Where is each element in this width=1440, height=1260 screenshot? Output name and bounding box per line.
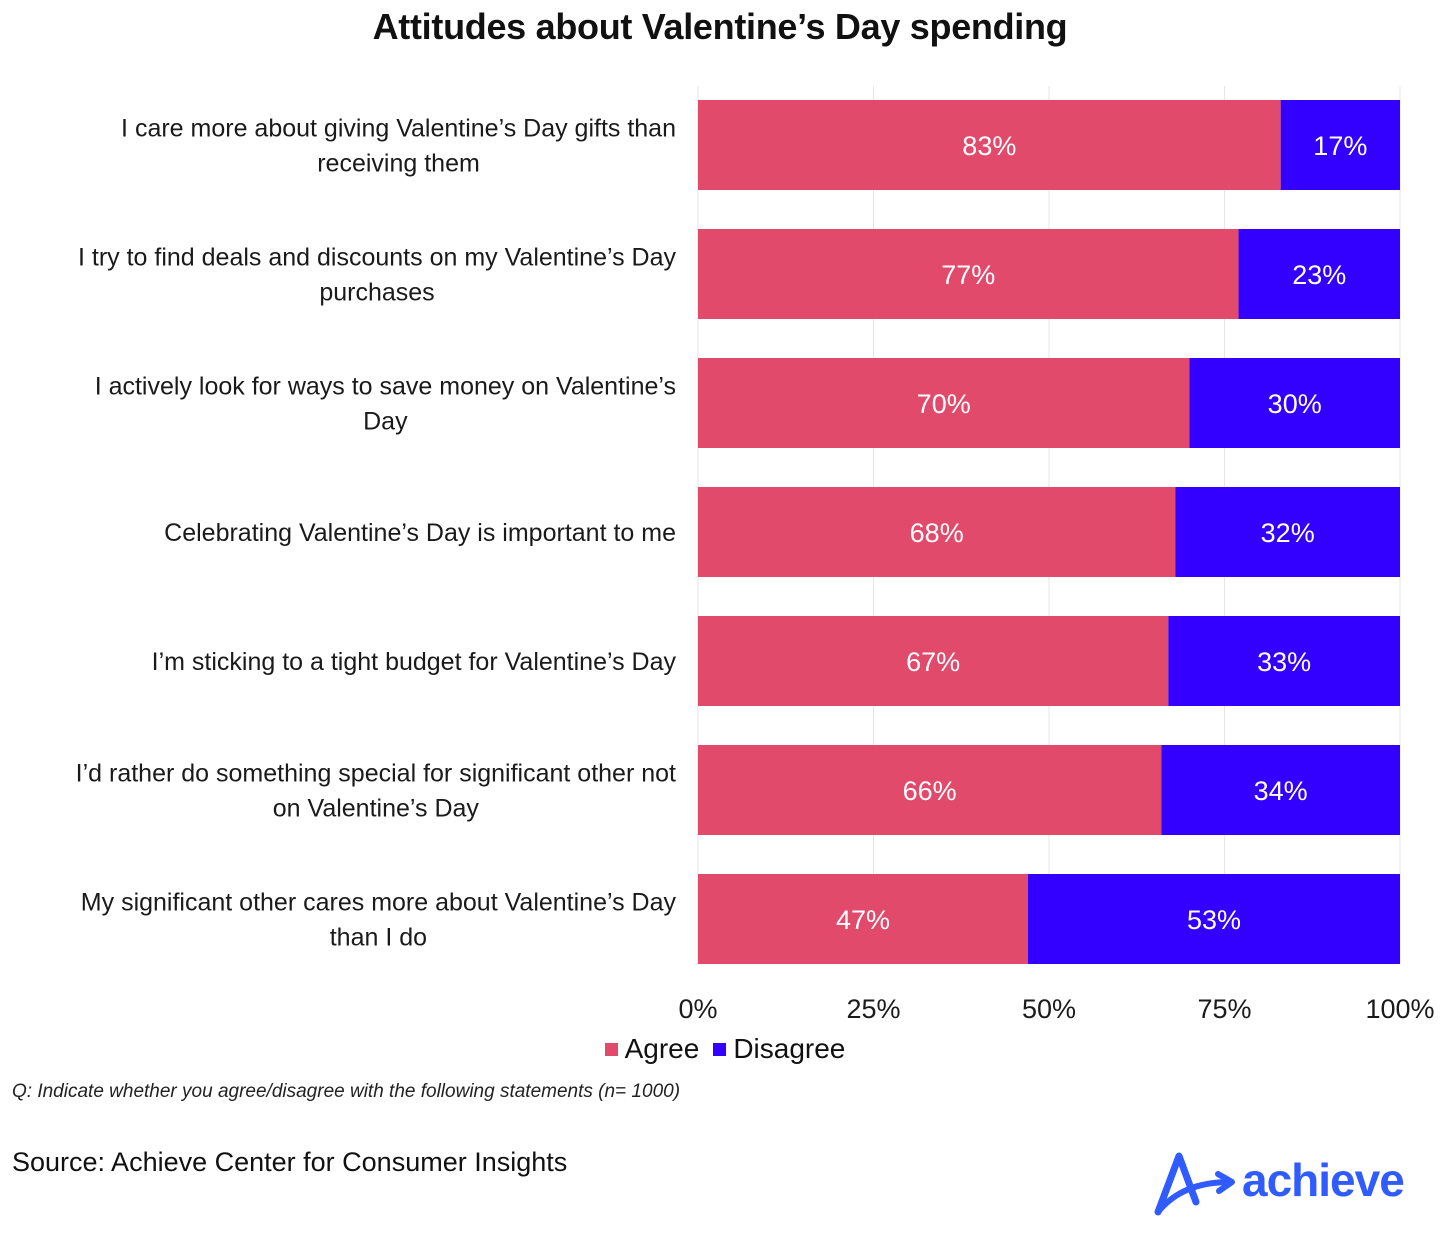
chart-title: Attitudes about Valentine’s Day spending — [372, 6, 1068, 47]
bar-disagree-0[interactable] — [1280, 100, 1400, 190]
legend-item-disagree[interactable]: Disagree — [713, 1033, 845, 1065]
bar-agree-4[interactable] — [698, 616, 1169, 706]
bar-label-disagree-1: 23% — [1292, 260, 1346, 290]
achieve-logo-icon — [1154, 1152, 1235, 1216]
bar-disagree-5[interactable] — [1161, 745, 1400, 835]
brand-logo: achieve — [1152, 1148, 1405, 1218]
category-label-1-line-0: I try to find deals and discounts on my … — [78, 244, 677, 272]
bar-label-agree-2: 70% — [917, 389, 971, 419]
bar-agree-3[interactable] — [698, 487, 1176, 577]
category-label-5-line-1: on Valentine’s Day — [273, 795, 480, 823]
legend-swatch-agree — [604, 1042, 618, 1056]
source-note: Source: Achieve Center for Consumer Insi… — [12, 1147, 568, 1177]
category-label-3-line-0: Celebrating Valentine’s Day is important… — [164, 519, 676, 547]
legend-label-agree: Agree — [624, 1033, 700, 1064]
bar-label-disagree-5: 34% — [1254, 776, 1308, 806]
chart-plot: 83% 17% I care more about giving Valentine… — [76, 86, 1435, 1024]
x-tick-label-4: 100% — [1365, 994, 1434, 1024]
bar-agree-2[interactable] — [698, 358, 1190, 448]
bar-disagree-6[interactable] — [1027, 874, 1400, 964]
bar-label-agree-5: 66% — [903, 776, 957, 806]
bar-label-agree-3: 68% — [910, 518, 964, 548]
x-tick-label-2: 50% — [1022, 994, 1076, 1024]
bar-agree-5[interactable] — [698, 745, 1162, 835]
category-label-1-line-1: purchases — [319, 279, 434, 307]
bar-label-agree-0: 83% — [962, 131, 1016, 161]
category-label-4-line-0: I’m sticking to a tight budget for Valen… — [152, 648, 677, 676]
category-label-2-line-0: I actively look for ways to save money o… — [95, 373, 676, 401]
bar-label-disagree-3: 32% — [1261, 518, 1315, 548]
category-label-6-line-0: My significant other cares more about Va… — [81, 889, 677, 917]
bar-label-agree-4: 67% — [906, 647, 960, 677]
legend: Agree Disagree — [0, 1033, 1440, 1065]
bar-disagree-3[interactable] — [1175, 487, 1400, 577]
bar-disagree-1[interactable] — [1238, 229, 1400, 319]
bar-label-agree-6: 47% — [836, 905, 890, 935]
legend-item-agree[interactable]: Agree — [604, 1033, 700, 1065]
bar-agree-1[interactable] — [698, 229, 1239, 319]
category-label-0-line-1: receiving them — [317, 150, 480, 178]
question-note: Q: Indicate whether you agree/disagree w… — [12, 1081, 681, 1102]
bar-label-disagree-0: 17% — [1313, 131, 1367, 161]
category-label-6-line-1: than I do — [330, 924, 427, 952]
x-tick-label-1: 25% — [846, 994, 900, 1024]
bar-disagree-2[interactable] — [1189, 358, 1400, 448]
bar-label-disagree-2: 30% — [1268, 389, 1322, 419]
bar-agree-0[interactable] — [698, 100, 1281, 190]
category-label-2-line-1: Day — [363, 408, 408, 436]
legend-label-disagree: Disagree — [733, 1033, 846, 1064]
bar-disagree-4[interactable] — [1168, 616, 1400, 706]
bar-label-disagree-4: 33% — [1257, 647, 1311, 677]
legend-swatch-disagree — [713, 1042, 727, 1056]
x-tick-label-0: 0% — [678, 994, 717, 1024]
bar-label-disagree-6: 53% — [1187, 905, 1241, 935]
category-label-5-line-0: I’d rather do something special for sign… — [76, 760, 676, 788]
bar-agree-6[interactable] — [698, 874, 1028, 964]
brand-wordmark: achieve — [1242, 1154, 1405, 1206]
x-tick-label-3: 75% — [1197, 994, 1251, 1024]
bar-label-agree-1: 77% — [941, 260, 995, 290]
category-label-0-line-0: I care more about giving Valentine’s Day… — [121, 115, 676, 143]
